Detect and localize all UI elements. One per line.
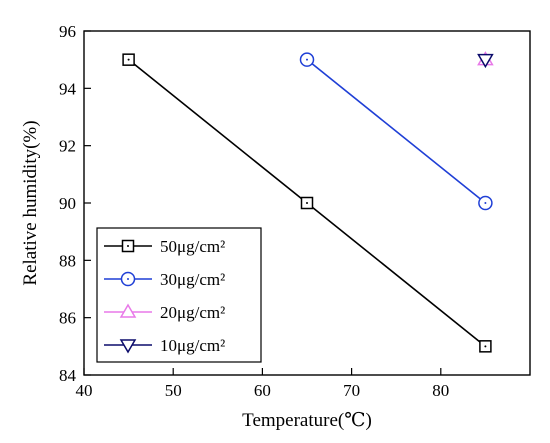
marker-dot: [484, 202, 487, 204]
y-tick-label: 94: [59, 79, 77, 98]
y-tick-label: 92: [59, 137, 76, 156]
legend-label: 50μg/cm²: [160, 237, 225, 256]
marker-dot: [127, 58, 130, 61]
y-axis-title: Relative humidity(%): [20, 120, 41, 285]
y-tick-label: 88: [59, 251, 76, 270]
data-point: [477, 53, 494, 69]
legend-label: 20μg/cm²: [160, 303, 225, 322]
legend-label: 10μg/cm²: [160, 336, 225, 355]
x-tick-label: 70: [343, 381, 360, 400]
y-tick-label: 96: [59, 22, 76, 41]
x-axis-title: Temperature(℃): [242, 410, 372, 431]
x-tick-label: 80: [432, 381, 449, 400]
x-tick-label: 50: [165, 381, 182, 400]
legend-marker: [119, 339, 137, 354]
marker-dot: [306, 202, 308, 204]
y-tick-label: 90: [59, 194, 76, 213]
x-tick-label: 60: [254, 381, 271, 400]
legend-label: 30μg/cm²: [160, 270, 225, 289]
marker-dot: [127, 278, 129, 280]
x-tick-label: 40: [76, 381, 93, 400]
marker-dot: [127, 245, 129, 247]
y-tick-label: 84: [59, 366, 77, 385]
marker-dot: [484, 345, 487, 348]
y-tick-label: 86: [59, 309, 76, 328]
legend-marker: [119, 303, 137, 318]
marker-dot: [306, 58, 308, 61]
series-line: [306, 59, 486, 204]
